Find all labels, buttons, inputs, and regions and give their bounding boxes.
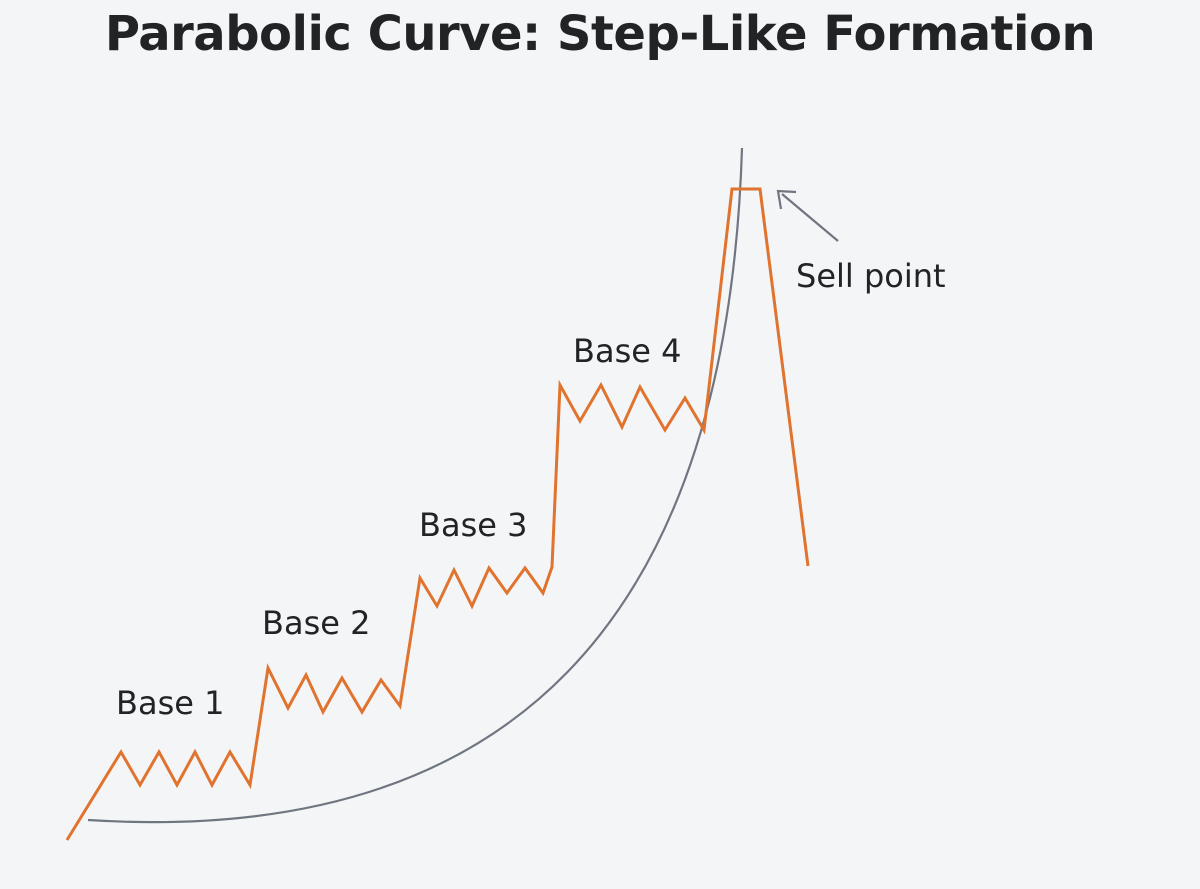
price-step-line xyxy=(65,187,810,841)
diagram-title: Parabolic Curve: Step-Like Formation xyxy=(104,6,1096,62)
base-4-label: Base 4 xyxy=(573,332,681,370)
base-3-label: Base 3 xyxy=(419,506,527,544)
parabolic-curve-line xyxy=(87,147,744,824)
sell-point-label: Sell point xyxy=(796,257,946,295)
base-1-label: Base 1 xyxy=(116,684,224,722)
sell-point-arrow xyxy=(776,189,839,242)
base-2-label: Base 2 xyxy=(262,604,370,642)
